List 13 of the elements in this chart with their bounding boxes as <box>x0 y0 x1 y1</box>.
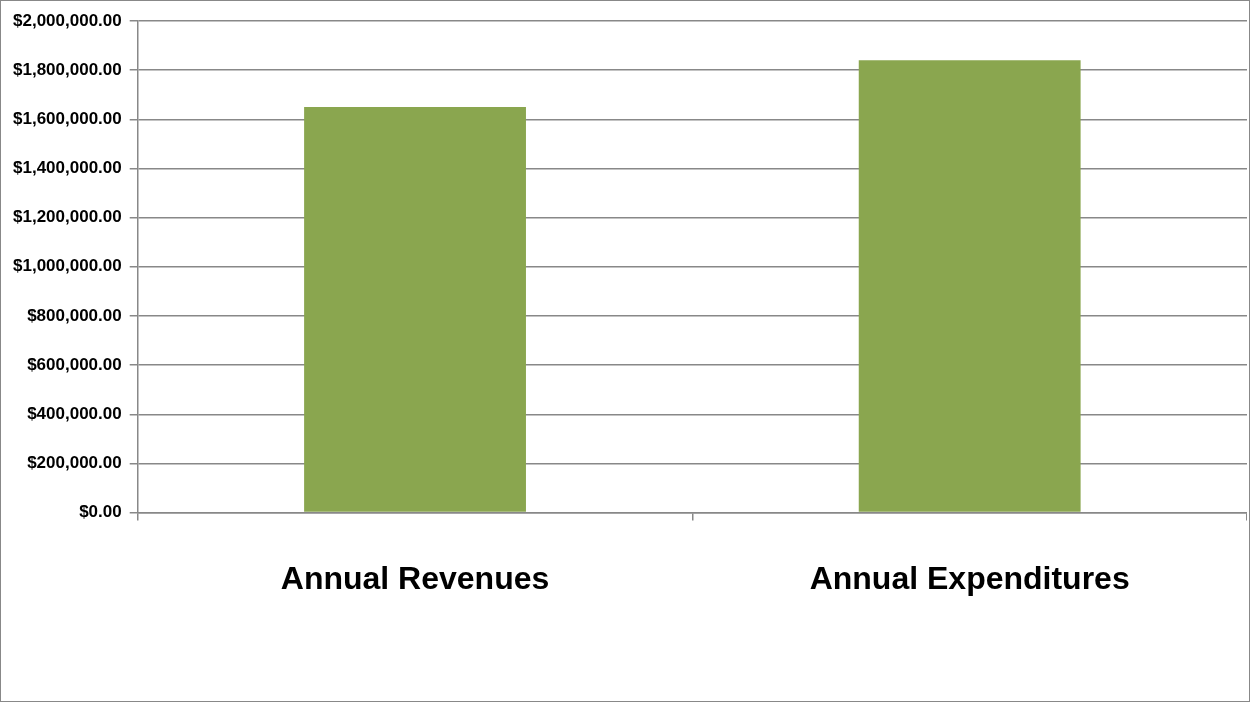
y-tick-label: $800,000.00 <box>27 305 122 325</box>
y-tick-label: $1,200,000.00 <box>13 207 122 227</box>
y-tick-label: $0.00 <box>79 502 122 522</box>
y-tick-label: $600,000.00 <box>27 354 122 374</box>
y-tick-label: $1,000,000.00 <box>13 256 122 276</box>
y-tick-label: $2,000,000.00 <box>13 10 122 30</box>
y-tick-label: $1,800,000.00 <box>13 59 122 79</box>
x-tick-label: Annual Revenues <box>280 559 550 596</box>
y-tick-label: $1,400,000.00 <box>13 158 122 178</box>
y-tick-label: $400,000.00 <box>27 403 122 423</box>
x-tick-label: Annual Expenditures <box>809 559 1130 596</box>
y-tick-label: $1,600,000.00 <box>13 109 122 129</box>
y-tick-label: $200,000.00 <box>27 453 122 473</box>
